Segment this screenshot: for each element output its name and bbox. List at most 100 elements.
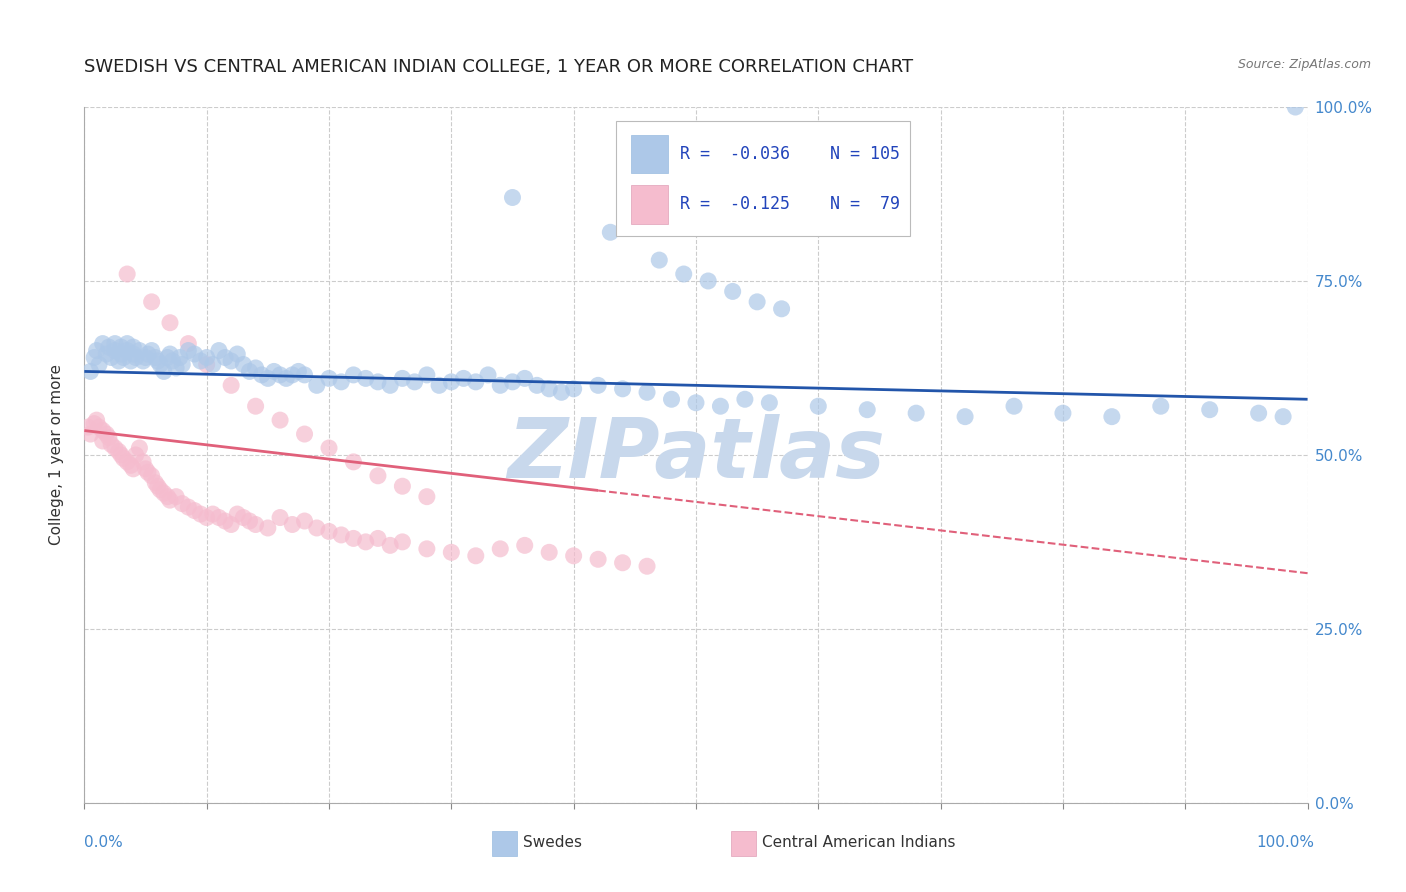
Point <box>1198 402 1220 417</box>
Point <box>91 336 114 351</box>
Point <box>513 371 536 385</box>
Point <box>195 358 218 372</box>
Point <box>77 420 100 434</box>
Point <box>128 441 150 455</box>
Text: Source: ZipAtlas.com: Source: ZipAtlas.com <box>1237 58 1371 71</box>
Point <box>100 351 122 365</box>
Point <box>183 503 205 517</box>
Point <box>83 417 105 431</box>
FancyBboxPatch shape <box>616 121 910 235</box>
Point <box>79 364 101 378</box>
Point <box>149 483 172 497</box>
Point <box>672 267 695 281</box>
Point <box>104 441 127 455</box>
Point <box>128 343 150 358</box>
Point <box>287 364 309 378</box>
Point <box>1272 409 1295 424</box>
Point <box>513 538 536 552</box>
Point <box>526 378 548 392</box>
Point <box>380 538 402 552</box>
Point <box>440 545 463 559</box>
Point <box>636 559 658 574</box>
Point <box>747 294 769 309</box>
Point <box>250 368 273 382</box>
Point <box>141 343 163 358</box>
Point <box>1150 399 1173 413</box>
Point <box>489 541 512 556</box>
Bar <box>631 186 668 224</box>
Point <box>1284 100 1306 114</box>
Point <box>120 354 142 368</box>
Point <box>281 368 304 382</box>
Point <box>953 409 976 424</box>
Point <box>905 406 928 420</box>
Point <box>807 399 830 413</box>
Point <box>79 427 101 442</box>
Point <box>87 420 110 434</box>
Point <box>110 340 132 354</box>
Point <box>219 378 242 392</box>
Point <box>125 448 148 462</box>
Point <box>318 524 340 539</box>
Point <box>391 371 413 385</box>
Point <box>305 378 328 392</box>
Point <box>1002 399 1025 413</box>
Point <box>416 541 439 556</box>
Point <box>91 424 114 438</box>
Point <box>269 413 291 427</box>
Point <box>165 360 187 375</box>
Point <box>135 351 157 365</box>
Point <box>183 347 205 361</box>
Point <box>330 375 353 389</box>
Text: 0.0%: 0.0% <box>84 836 124 850</box>
Point <box>354 535 377 549</box>
Point <box>201 507 224 521</box>
Point <box>342 532 364 546</box>
Point <box>380 378 402 392</box>
Point <box>245 360 267 375</box>
Point <box>245 399 267 413</box>
Point <box>125 351 148 365</box>
Point <box>107 444 129 458</box>
Point <box>97 340 120 354</box>
Text: Swedes: Swedes <box>523 836 582 850</box>
Point <box>159 347 181 361</box>
Point <box>502 190 524 204</box>
Point <box>391 535 413 549</box>
Point <box>112 351 135 365</box>
Point <box>238 364 260 378</box>
Point <box>697 274 720 288</box>
Point <box>195 510 218 524</box>
Point <box>83 351 105 365</box>
Point <box>416 368 439 382</box>
Point <box>219 517 242 532</box>
Point <box>120 458 142 473</box>
Point <box>87 358 110 372</box>
Point <box>141 468 163 483</box>
Point <box>391 479 413 493</box>
Point <box>661 392 683 407</box>
Point <box>146 479 169 493</box>
Point <box>440 375 463 389</box>
Point <box>599 225 621 239</box>
Point <box>709 399 731 413</box>
Point <box>685 396 707 410</box>
Point <box>208 343 231 358</box>
Point <box>214 351 236 365</box>
Point <box>156 490 179 504</box>
Point <box>115 455 138 469</box>
Point <box>115 336 138 351</box>
Point <box>153 364 176 378</box>
Point <box>122 462 145 476</box>
Point <box>226 347 249 361</box>
Point <box>489 378 512 392</box>
Point <box>502 375 524 389</box>
Point <box>132 455 155 469</box>
Point <box>115 343 138 358</box>
Point <box>112 451 135 466</box>
Text: ZIPatlas: ZIPatlas <box>508 415 884 495</box>
Point <box>110 448 132 462</box>
Point <box>177 336 200 351</box>
Point <box>172 358 194 372</box>
Point <box>172 497 194 511</box>
